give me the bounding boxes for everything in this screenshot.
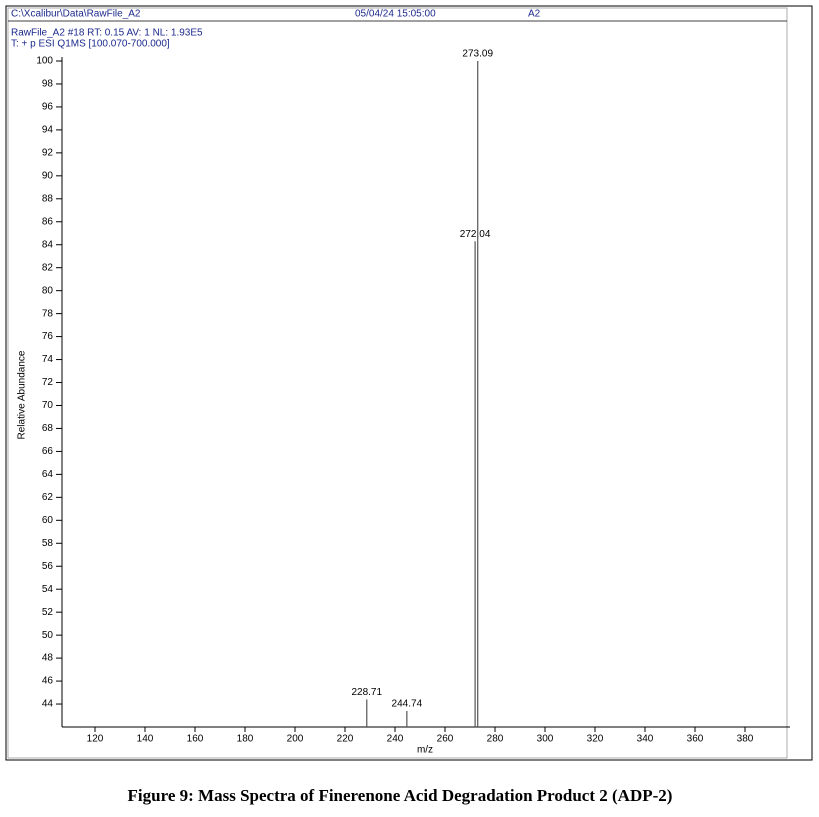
scan-filter: T: + p ESI Q1MS [100.070-700.000] [11, 39, 170, 50]
scan-info: RawFile_A2 #18 RT: 0.15 AV: 1 NL: 1.93E5 [11, 28, 203, 39]
y-tick-label: 96 [42, 102, 54, 113]
sample-name: A2 [528, 9, 541, 20]
y-tick-label: 88 [42, 193, 54, 204]
x-tick-label: 300 [537, 734, 554, 745]
x-tick-label: 120 [87, 734, 104, 745]
y-tick-label: 54 [42, 584, 54, 595]
y-tick-label: 60 [42, 515, 54, 526]
figure-caption: Figure 9: Mass Spectra of Finerenone Aci… [128, 786, 673, 805]
x-tick-label: 340 [637, 734, 654, 745]
y-tick-label: 92 [42, 148, 54, 159]
x-tick-label: 180 [237, 734, 254, 745]
y-tick-label: 80 [42, 285, 54, 296]
y-tick-label: 98 [42, 79, 54, 90]
x-tick-label: 220 [337, 734, 354, 745]
frame [5, 5, 813, 761]
y-tick-label: 50 [42, 630, 54, 641]
y-tick-label: 52 [42, 607, 54, 618]
y-tick-label: 46 [42, 676, 54, 687]
x-axis-label: m/z [417, 745, 433, 756]
date-time: 05/04/24 15:05:00 [355, 9, 436, 20]
y-tick-label: 62 [42, 492, 54, 503]
y-tick-label: 56 [42, 561, 54, 572]
y-tick-label: 76 [42, 331, 54, 342]
peak-label: 244.74 [392, 699, 423, 710]
y-tick-label: 82 [42, 262, 54, 273]
y-tick-label: 44 [42, 699, 54, 710]
y-tick-label: 90 [42, 170, 54, 181]
y-axis-label: Relative Abundance [17, 350, 28, 439]
y-tick-label: 74 [42, 354, 54, 365]
file-path: C:\Xcalibur\Data\RawFile_A2 [11, 9, 141, 20]
y-tick-label: 86 [42, 216, 54, 227]
y-tick-label: 48 [42, 653, 54, 664]
y-tick-label: 68 [42, 423, 54, 434]
y-tick-label: 64 [42, 469, 54, 480]
y-tick-label: 72 [42, 377, 54, 388]
peak-label: 272.04 [460, 229, 491, 240]
x-tick-label: 280 [487, 734, 504, 745]
y-tick-label: 58 [42, 538, 54, 549]
y-tick-label: 94 [42, 125, 54, 136]
y-tick-label: 78 [42, 308, 54, 319]
x-tick-label: 240 [387, 734, 404, 745]
y-tick-label: 70 [42, 400, 54, 411]
y-tick-label: 84 [42, 239, 54, 250]
inner-frame [7, 7, 788, 759]
x-tick-label: 200 [287, 734, 304, 745]
x-tick-label: 260 [437, 734, 454, 745]
peak-label: 228.71 [351, 687, 382, 698]
y-tick-label: 100 [36, 56, 53, 67]
x-tick-label: 140 [137, 734, 154, 745]
x-tick-label: 160 [187, 734, 204, 745]
x-tick-label: 320 [587, 734, 604, 745]
y-tick-label: 66 [42, 446, 54, 457]
peak-label: 273.09 [462, 49, 493, 60]
x-tick-label: 380 [737, 734, 754, 745]
x-tick-label: 360 [687, 734, 704, 745]
